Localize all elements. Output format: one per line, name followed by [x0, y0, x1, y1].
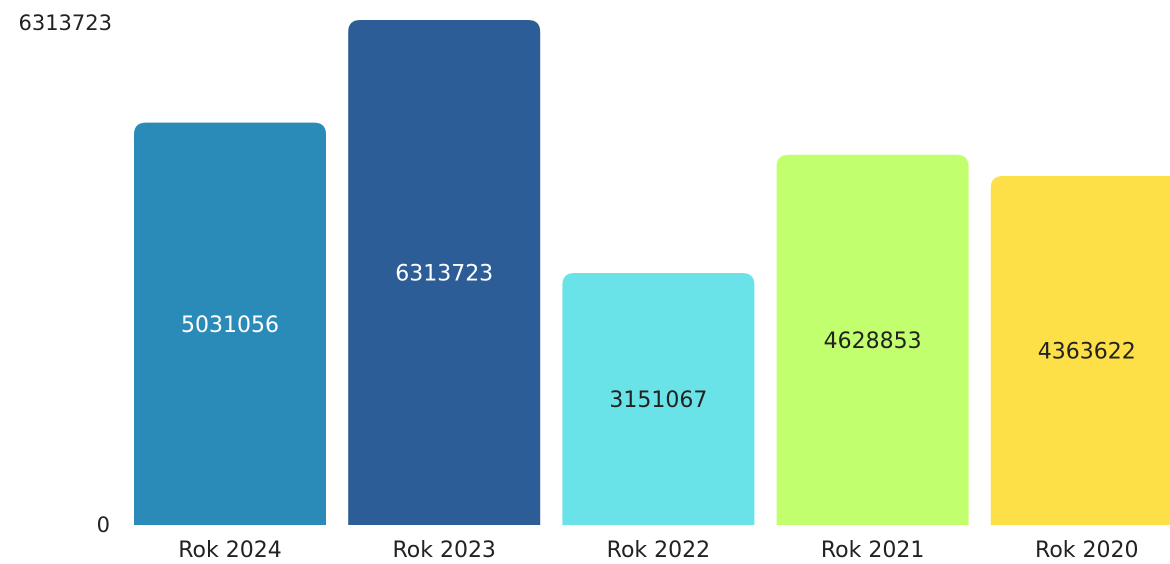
bar-value-label: 4363622 — [1038, 339, 1136, 364]
bar-value-label: 6313723 — [395, 262, 493, 287]
category-labels: Rok 2024 Rok 2023 Rok 2022 Rok 2021 Rok 2020 — [178, 538, 1138, 563]
bar-value-label: 5031056 — [181, 313, 279, 338]
x-tick-label: Rok 2023 — [392, 538, 495, 563]
bar-value-label: 4628853 — [824, 329, 922, 354]
bars — [134, 20, 1170, 526]
x-tick-label: Rok 2024 — [178, 538, 281, 563]
bar[interactable] — [562, 272, 755, 525]
y-axis: 0 6313723 — [18, 11, 112, 537]
bar[interactable] — [134, 122, 326, 526]
bar[interactable] — [990, 175, 1170, 525]
bar-value-label: 3151067 — [609, 388, 707, 413]
value-labels: 5031056 6313723 3151067 4628853 4363622 — [181, 262, 1136, 413]
x-tick-label: Rok 2021 — [821, 538, 924, 563]
x-tick-label: Rok 2020 — [1035, 538, 1138, 563]
x-tick-label: Rok 2022 — [607, 538, 710, 563]
bar[interactable] — [776, 154, 969, 525]
y-tick-label: 6313723 — [18, 11, 112, 35]
y-tick-label: 0 — [97, 513, 110, 537]
bar[interactable] — [348, 20, 541, 525]
